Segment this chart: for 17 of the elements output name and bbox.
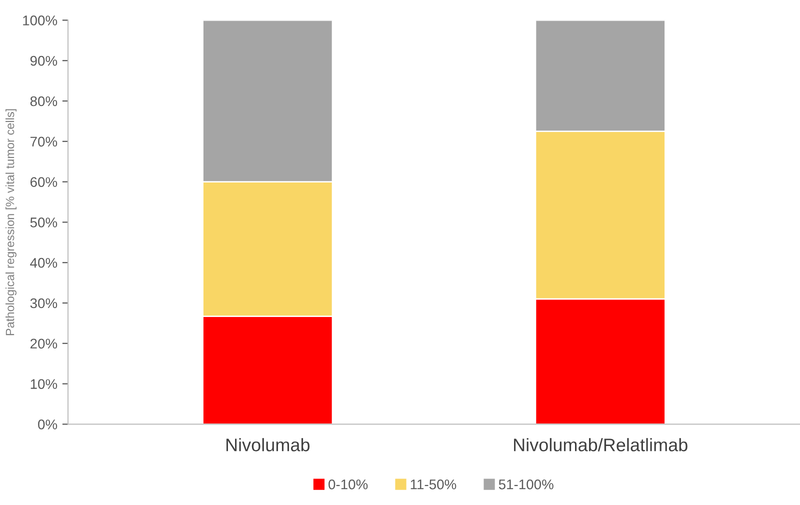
- y-tick-label: 30%: [30, 298, 58, 308]
- y-tick-label: 0%: [38, 420, 58, 430]
- y-tick-label: 100%: [23, 16, 58, 26]
- legend-label: 0-10%: [328, 479, 368, 490]
- y-tick-label: 10%: [30, 379, 58, 389]
- y-tick-label: 60%: [30, 177, 58, 187]
- y-tick-label: 80%: [30, 96, 58, 106]
- y-tick-label: 20%: [30, 338, 58, 349]
- legend-label: 51-100%: [498, 479, 554, 490]
- x-tick-label: Nivolumab/Relatlimab: [514, 438, 688, 452]
- y-axis-title: Pathological regression [% vital tumor cells]: [6, 109, 17, 336]
- y-tick-label: 90%: [30, 56, 58, 66]
- y-tick-label: 50%: [30, 218, 58, 228]
- y-tick-label: 70%: [30, 136, 58, 147]
- x-tick-label: Nivolumab: [226, 438, 310, 452]
- legend-label: 11-50%: [410, 479, 456, 490]
- y-tick-label: 40%: [30, 258, 58, 268]
